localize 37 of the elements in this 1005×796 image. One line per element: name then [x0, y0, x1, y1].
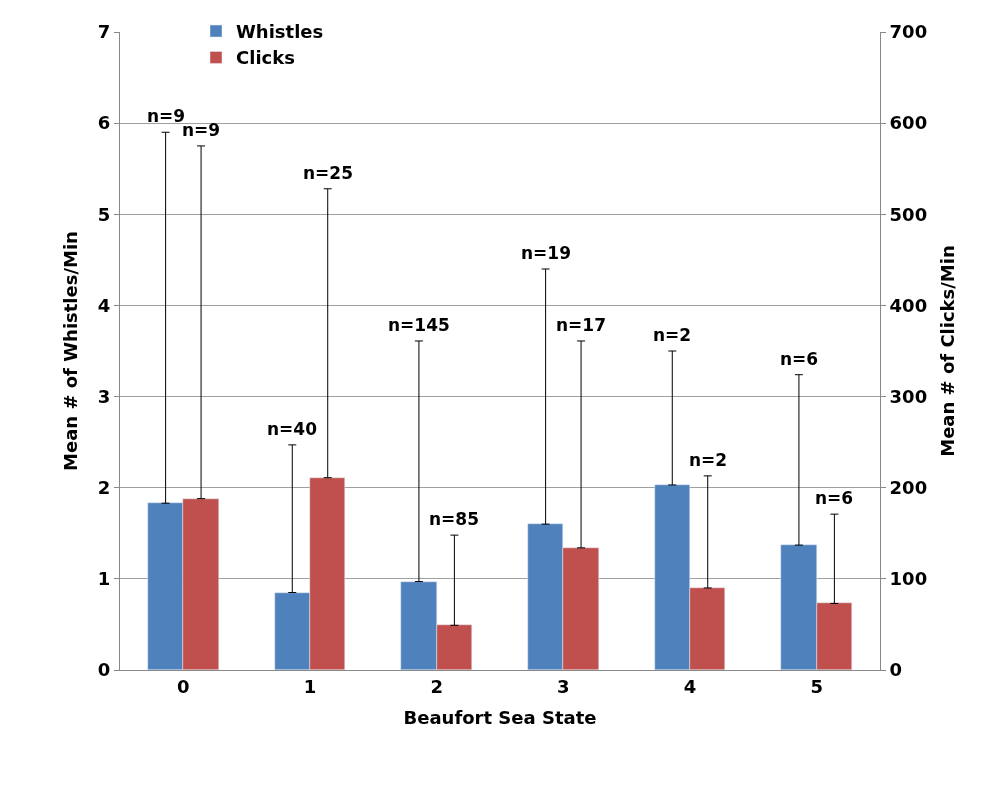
x-tick-label: 0: [177, 675, 190, 697]
y2-tick-label: 200: [889, 477, 928, 499]
x-tick-label: 3: [557, 675, 570, 697]
y2-tick-label: 100: [889, 568, 928, 590]
annotation: n=6: [815, 488, 854, 508]
legend-label: Clicks: [236, 47, 295, 69]
y-tick-label: 7: [97, 21, 111, 43]
y-tick-label: 4: [97, 294, 111, 316]
y2-tick-label: 500: [889, 203, 928, 225]
annotation: n=2: [689, 450, 728, 470]
annotation: n=25: [303, 163, 354, 183]
y-tick-label: 3: [97, 385, 111, 407]
x-tick-label: 4: [683, 675, 697, 697]
y2-axis-title: Mean # of Clicks/Min: [937, 245, 959, 457]
annotation: n=19: [521, 243, 572, 263]
y-tick-label: 1: [97, 568, 111, 590]
annotation: n=2: [653, 325, 692, 345]
y2-tick-label: 700: [889, 21, 928, 43]
annotation: n=17: [556, 315, 607, 335]
y2-tick-label: 0: [889, 659, 903, 681]
x-axis-title: Beaufort Sea State: [403, 706, 597, 728]
y2-tick-label: 300: [889, 385, 928, 407]
annotation: n=85: [429, 509, 480, 529]
y-tick-label: 0: [97, 659, 111, 681]
y-axis-title: Mean # of Whistles/Min: [60, 231, 82, 471]
x-tick-label: 5: [810, 675, 823, 697]
y-tick-label: 5: [97, 203, 111, 225]
annotation: n=40: [267, 419, 318, 439]
annotation: n=6: [780, 349, 819, 369]
legend-label: Whistles: [236, 21, 324, 43]
y2-tick-label: 600: [889, 112, 928, 134]
annotation: n=145: [388, 315, 450, 335]
x-tick-label: 1: [303, 675, 317, 697]
y-tick-label: 6: [97, 112, 111, 134]
x-tick-label: 2: [430, 675, 443, 697]
y2-tick-label: 400: [889, 294, 928, 316]
y-tick-label: 2: [97, 477, 111, 499]
